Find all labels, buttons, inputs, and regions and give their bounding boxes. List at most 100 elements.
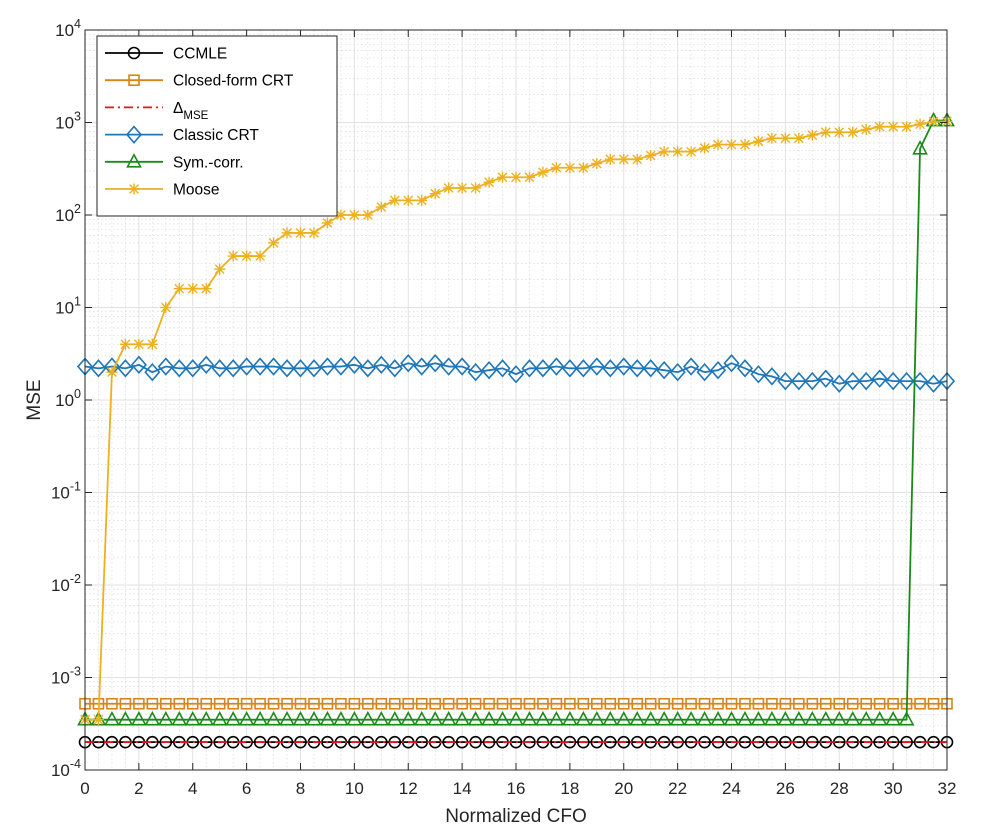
asterisk-stroke (457, 183, 468, 193)
y-tick-label: 102 (55, 202, 81, 225)
data-point-closed-form-crt (483, 697, 495, 710)
data-point-classic-crt (804, 371, 821, 391)
data-point-closed-form-crt (442, 697, 455, 710)
data-point-classic-crt (588, 357, 605, 376)
x-tick-label: 32 (938, 779, 957, 798)
data-point-moose (295, 227, 306, 239)
series-layer (76, 111, 956, 749)
data-point-sym-corr (319, 710, 336, 726)
asterisk-stroke (268, 237, 279, 248)
asterisk-stroke (726, 139, 737, 150)
data-point-classic-crt (480, 360, 498, 380)
data-point-classic-crt (683, 357, 700, 376)
data-point-classic-crt (656, 360, 673, 380)
asterisk-stroke (524, 172, 535, 183)
asterisk-stroke (659, 146, 670, 157)
data-point-closed-form-crt (321, 697, 334, 710)
data-point-classic-crt (427, 353, 444, 373)
asterisk-stroke (632, 154, 643, 165)
data-point-moose (793, 132, 805, 144)
x-tick-label: 0 (80, 779, 89, 798)
data-point-sym-corr (346, 710, 363, 726)
x-tick-label: 14 (453, 779, 472, 798)
asterisk-stroke (430, 188, 441, 199)
data-point-moose (146, 338, 158, 350)
asterisk-stroke (564, 162, 575, 173)
x-tick-label: 26 (776, 779, 795, 798)
asterisk-stroke (133, 339, 144, 350)
data-point-sym-corr (723, 710, 740, 726)
asterisk-stroke (187, 283, 198, 294)
data-point-classic-crt (238, 357, 255, 376)
data-point-classic-crt (386, 359, 403, 378)
data-point-classic-crt (763, 367, 780, 386)
data-point-moose (658, 146, 670, 158)
data-point-closed-form-crt (375, 697, 388, 710)
data-point-sym-corr (885, 710, 901, 726)
x-tick-label: 22 (668, 779, 687, 798)
data-point-ccmle (900, 735, 913, 749)
y-tick-label: 100 (55, 387, 81, 410)
data-point-moose (470, 182, 482, 194)
data-point-closed-form-crt (335, 697, 347, 710)
data-point-sym-corr (211, 710, 228, 726)
data-point-classic-crt (413, 357, 430, 376)
series-classic-crt (76, 353, 956, 393)
asterisk-stroke (874, 121, 885, 132)
data-point-closed-form-crt (860, 697, 872, 710)
asterisk-stroke (443, 183, 454, 193)
asterisk-stroke (672, 146, 683, 157)
data-point-classic-crt (292, 359, 309, 378)
data-point-sym-corr (804, 710, 821, 726)
data-point-moose (321, 217, 333, 229)
data-point-moose (766, 132, 778, 144)
data-point-sym-corr (373, 710, 390, 726)
asterisk-stroke (93, 714, 104, 725)
asterisk-stroke (538, 167, 548, 178)
data-point-sym-corr (777, 710, 794, 726)
x-tick-label: 8 (296, 779, 305, 798)
y-tick-label: 10-4 (51, 757, 81, 780)
asterisk-stroke (767, 133, 777, 144)
data-point-moose (483, 176, 495, 188)
data-point-sym-corr (615, 710, 632, 726)
data-point-closed-form-crt (429, 697, 441, 710)
data-point-moose (119, 338, 131, 350)
data-point-classic-crt (507, 365, 525, 384)
asterisk-stroke (147, 339, 158, 350)
data-point-closed-form-crt (294, 697, 307, 710)
data-point-sym-corr (481, 710, 497, 726)
data-point-closed-form-crt (846, 697, 859, 710)
series-line-classic-crt (84, 362, 948, 385)
data-point-sym-corr (144, 710, 161, 726)
data-point-closed-form-crt (362, 697, 374, 710)
data-point-classic-crt (548, 357, 565, 376)
asterisk-stroke (160, 302, 171, 313)
data-point-sym-corr (238, 710, 255, 726)
asterisk-stroke (578, 162, 589, 173)
asterisk-stroke (214, 264, 225, 275)
data-point-closed-form-crt (523, 697, 536, 710)
data-point-sym-corr (831, 710, 848, 726)
data-point-ccmle (159, 735, 173, 749)
data-point-moose (375, 201, 387, 213)
data-point-classic-crt (534, 359, 552, 378)
asterisk-stroke (753, 136, 764, 147)
y-tick-label: 104 (55, 17, 81, 40)
asterisk-stroke (605, 154, 616, 165)
data-point-closed-form-crt (227, 697, 239, 710)
x-tick-label: 20 (614, 779, 633, 798)
data-point-classic-crt (521, 359, 538, 378)
asterisk-stroke (497, 172, 508, 183)
data-point-sym-corr (871, 710, 888, 726)
data-point-moose (712, 139, 724, 151)
data-point-classic-crt (561, 359, 578, 378)
data-point-closed-form-crt (133, 697, 145, 710)
data-point-classic-crt (494, 359, 511, 378)
data-point-closed-form-crt (927, 697, 940, 710)
data-point-classic-crt (736, 359, 754, 378)
legend-label: ΔMSE (173, 100, 209, 122)
data-point-closed-form-crt (146, 697, 159, 710)
data-point-closed-form-crt (308, 697, 320, 710)
data-point-closed-form-crt (752, 697, 765, 710)
